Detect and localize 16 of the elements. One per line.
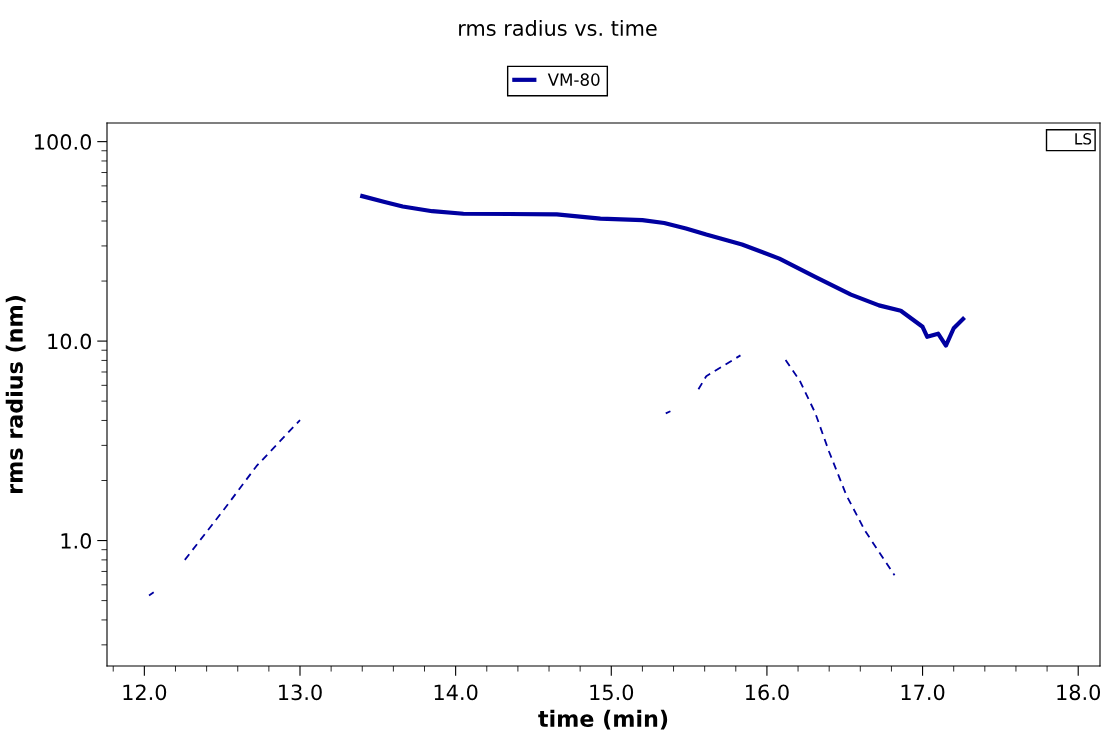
x-tick-label: 15.0 bbox=[590, 684, 634, 701]
y-axis-title: rms radius (nm) bbox=[5, 296, 26, 493]
chart-title: rms radius vs. time bbox=[459, 19, 657, 37]
x-tick-label: 14.0 bbox=[434, 684, 478, 701]
annotation: LS bbox=[1075, 133, 1092, 145]
y-tick-label: 10.0 bbox=[48, 333, 92, 350]
y-tick-label: 100.0 bbox=[35, 134, 92, 150]
line-series bbox=[360, 194, 966, 348]
x-tick-label: 13.0 bbox=[279, 684, 322, 701]
x-tick-label: 12.0 bbox=[123, 684, 167, 701]
y-tick-label: 1.0 bbox=[61, 533, 92, 549]
x-axis-title: time (min) bbox=[538, 709, 668, 730]
x-tick-label: 17.0 bbox=[901, 684, 945, 701]
x-tick-label: 18.0 bbox=[1057, 684, 1101, 701]
legend-label: VM-80 bbox=[547, 73, 600, 86]
x-tick-label: 16.0 bbox=[746, 684, 789, 701]
